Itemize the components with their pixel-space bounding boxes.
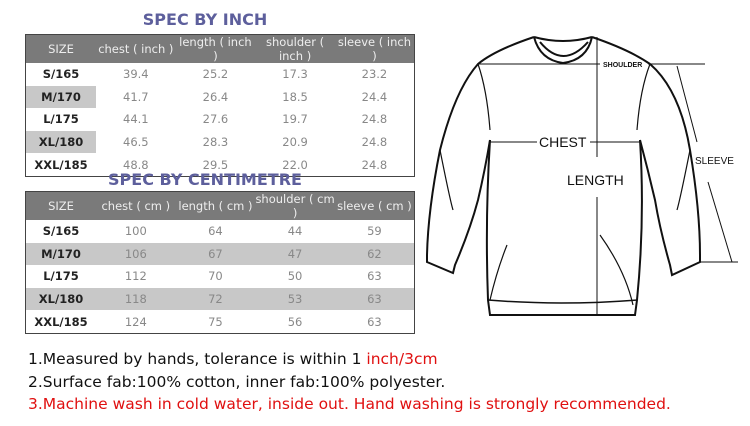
column-header: sleeve ( cm ) [334, 191, 415, 220]
column-header: length ( cm ) [175, 191, 256, 220]
value-cell: 23.2 [361, 67, 388, 82]
size-cell: S/165 [42, 224, 80, 239]
value-cell: 25.2 [202, 67, 229, 82]
value-cell: 53 [255, 287, 335, 311]
table-row: M/170 106 67 47 62 [25, 242, 415, 266]
note-fabric: 2.Surface fab:100% cotton, inner fab:100… [28, 372, 446, 391]
table-row: XL/180 118 72 53 63 [25, 287, 415, 311]
column-header: sleeve ( inch ) [334, 34, 415, 63]
value-cell: 47 [255, 242, 335, 266]
sweater-outline-icon [426, 36, 701, 316]
value-cell: 72 [175, 287, 256, 311]
table-row: L/175 44.1 27.6 19.7 24.8 [26, 108, 415, 131]
value-cell: 29.5 [202, 157, 229, 172]
size-cell: M/170 [25, 242, 96, 266]
note-tolerance-unit: inch/3cm [366, 350, 438, 368]
table-row: L/175 112 70 50 63 [26, 265, 415, 288]
value-cell: 26.4 [202, 89, 229, 104]
table-row: S/165 39.4 25.2 17.3 23.2 [26, 63, 415, 86]
value-cell: 27.6 [202, 112, 229, 127]
chest-label: CHEST [539, 134, 587, 150]
value-cell: 112 [124, 269, 147, 284]
care-notes: 1.Measured by hands, tolerance is within… [28, 348, 671, 416]
cm-table-title: SPEC BY CENTIMETRE [108, 170, 302, 189]
size-cell: L/175 [43, 269, 79, 284]
length-label: LENGTH [567, 172, 624, 188]
inch-table-title: SPEC BY INCH [142, 10, 268, 29]
note-tolerance: 1.Measured by hands, tolerance is within… [28, 348, 671, 371]
value-cell: 44 [287, 224, 303, 239]
value-cell: 64 [208, 224, 223, 239]
size-cell: XL/180 [25, 287, 96, 311]
sweater-diagram: SHOULDER CHEST LENGTH SLEEVE [426, 36, 738, 316]
size-cell: XL/180 [25, 130, 96, 154]
value-cell: 100 [124, 224, 147, 239]
value-cell: 63 [367, 269, 382, 284]
value-cell: 106 [96, 242, 176, 266]
sleeve-label: SLEEVE [695, 156, 734, 167]
value-cell: 24.8 [361, 135, 388, 150]
value-cell: 62 [334, 242, 415, 266]
value-cell: 46.5 [123, 135, 149, 150]
table-row: M/170 41.7 26.4 18.5 24.4 [25, 85, 415, 109]
table-row: XXL/185 48.8 29.5 22.0 24.8 [26, 153, 415, 176]
value-cell: 124 [124, 314, 147, 329]
value-cell: 56 [287, 314, 303, 329]
table-row: XXL/185 124 75 56 63 [26, 310, 415, 333]
note-washing: 3.Machine wash in cold water, inside out… [28, 395, 671, 413]
size-cell: S/165 [42, 67, 80, 82]
column-header: shoulder ( cm ) [255, 191, 335, 220]
size-cell: M/170 [25, 85, 96, 109]
table-header-row: SIZE chest ( cm ) length ( cm ) shoulder ( … [25, 191, 415, 220]
value-cell: 39.4 [123, 67, 149, 82]
value-cell: 70 [208, 269, 223, 284]
cm-size-table: SIZE chest ( cm ) length ( cm ) shoulder ( … [25, 191, 415, 334]
size-cell: XXL/185 [34, 157, 88, 172]
value-cell: 28.3 [202, 135, 229, 150]
inch-size-table: SIZE chest ( inch ) length ( inch ) shoulde… [25, 34, 415, 177]
column-header: length ( inch ) [175, 34, 256, 63]
column-header: SIZE [25, 34, 96, 63]
value-cell: 24.4 [361, 89, 388, 104]
column-header: shoulder ( inch ) [255, 34, 335, 63]
column-header: chest ( cm ) [96, 191, 176, 220]
value-cell: 50 [287, 269, 303, 284]
measurement-lines [478, 37, 738, 315]
value-cell: 48.8 [123, 157, 149, 172]
value-cell: 22.0 [282, 157, 308, 172]
value-cell: 63 [334, 287, 415, 311]
value-cell: 18.5 [282, 89, 308, 104]
value-cell: 67 [175, 242, 256, 266]
value-cell: 17.3 [282, 67, 308, 82]
value-cell: 24.8 [361, 112, 388, 127]
table-row: XL/180 46.5 28.3 20.9 24.8 [25, 130, 415, 154]
table-row: S/165 100 64 44 59 [26, 220, 415, 243]
value-cell: 75 [208, 314, 223, 329]
value-cell: 41.7 [123, 89, 149, 104]
value-cell: 63 [367, 314, 382, 329]
shoulder-label: SHOULDER [603, 62, 642, 69]
size-cell: XXL/185 [34, 314, 88, 329]
value-cell: 19.7 [282, 112, 308, 127]
value-cell: 59 [367, 224, 382, 239]
value-cell: 24.8 [361, 157, 388, 172]
size-cell: L/175 [43, 112, 79, 127]
note-tolerance-text: 1.Measured by hands, tolerance is within… [28, 350, 367, 368]
column-header: chest ( inch ) [96, 34, 176, 63]
value-cell: 44.1 [123, 112, 149, 127]
column-header: SIZE [25, 191, 96, 220]
value-cell: 118 [96, 287, 176, 311]
value-cell: 20.9 [282, 135, 308, 150]
table-header-row: SIZE chest ( inch ) length ( inch ) shoulde… [25, 34, 415, 63]
